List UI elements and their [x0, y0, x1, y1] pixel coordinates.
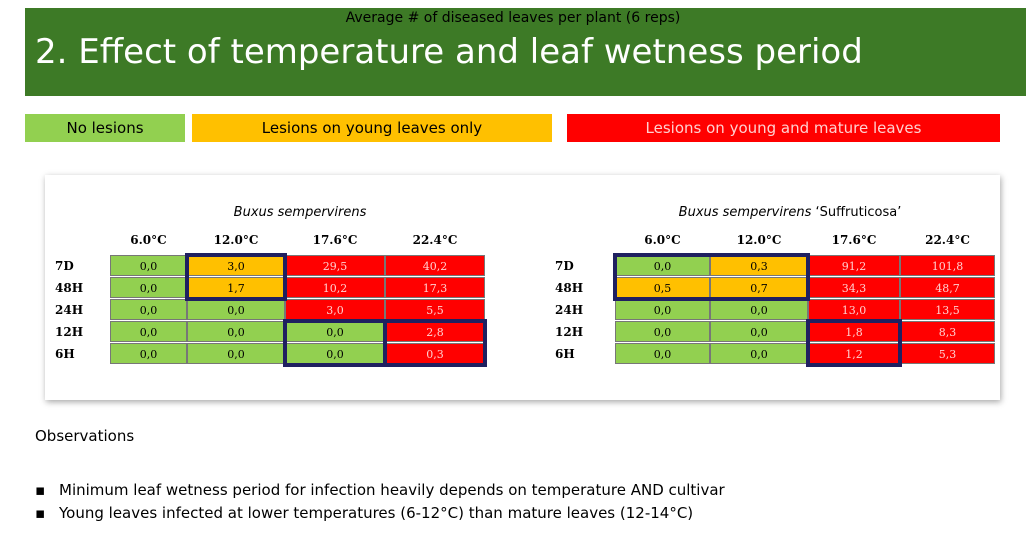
title: 2. Effect of temperature and leaf wetnes… [25, 8, 1026, 96]
table-cell: 17,3 [385, 277, 485, 298]
table-cell: 101,8 [900, 255, 995, 276]
observation-text: Minimum leaf wetness period for infectio… [59, 481, 725, 499]
column-header: 6.0°C [130, 233, 167, 247]
table-cell: 40,2 [385, 255, 485, 276]
table-cell: 0,0 [615, 343, 710, 364]
legend-item: Lesions on young and mature leaves [567, 114, 1000, 142]
table-cell: 0,0 [187, 343, 285, 364]
table-cell: 3,0 [285, 299, 385, 320]
observation-item: ▪ Young leaves infected at lower temperat… [35, 504, 693, 522]
table-cell: 0,0 [710, 321, 808, 342]
observation-text: Young leaves infected at lower temperatu… [59, 504, 694, 522]
table-cell: 5,3 [900, 343, 995, 364]
table-cell: 0,0 [110, 277, 187, 298]
row-label: 6H [555, 347, 575, 361]
highlight-box [185, 253, 287, 301]
column-header: 12.0°C [736, 233, 782, 247]
column-header: 17.6°C [831, 233, 877, 247]
caption: Average # of diseased leaves per plant (… [345, 10, 681, 26]
table-cell: 0,0 [110, 343, 187, 364]
column-header: 12.0°C [213, 233, 259, 247]
highlight-box [283, 319, 387, 367]
row-label: 12H [555, 325, 584, 339]
row-label: 12H [55, 325, 84, 339]
table-cell: 5,5 [385, 299, 485, 320]
bullet: ▪ [35, 481, 46, 499]
table-cell: 29,5 [285, 255, 385, 276]
table-cell: 48,7 [900, 277, 995, 298]
table-cell: 8,3 [900, 321, 995, 342]
subtitle-suffix: ‘Suffruticosa’ [811, 205, 902, 220]
legend-item: No lesions [25, 114, 185, 142]
highlight-box [613, 253, 810, 301]
legend-item: Lesions on young leaves only [192, 114, 552, 142]
highlight-box [383, 319, 487, 367]
column-header: 6.0°C [644, 233, 681, 247]
table-cell: 0,0 [187, 321, 285, 342]
table-cell: 34,3 [808, 277, 900, 298]
column-header: 22.4°C [412, 233, 458, 247]
table-cell: 0,0 [710, 299, 808, 320]
table-cell: 13,5 [900, 299, 995, 320]
table-cell: 13,0 [808, 299, 900, 320]
table-cell: 0,0 [615, 321, 710, 342]
table-cell: 0,0 [110, 299, 187, 320]
row-label: 7D [555, 259, 574, 273]
table-cell: 10,2 [285, 277, 385, 298]
table-cell: 0,0 [187, 299, 285, 320]
subtitle: Buxus sempervirens [233, 205, 367, 220]
table-cell: 0,0 [710, 343, 808, 364]
subtitle-text: Buxus sempervirens [678, 205, 812, 220]
highlight-box [806, 319, 902, 367]
column-header: 17.6°C [312, 233, 358, 247]
observation-item: ▪ Minimum leaf wetness period for infecti… [35, 481, 725, 499]
row-label: 24H [555, 303, 584, 317]
row-label: 48H [55, 281, 84, 295]
table-cell: 0,0 [615, 299, 710, 320]
bullet: ▪ [35, 504, 46, 522]
row-label: 48H [555, 281, 584, 295]
row-label: 6H [55, 347, 75, 361]
column-header: 22.4°C [925, 233, 970, 247]
observations-heading: Observations [35, 427, 135, 445]
row-label: 7D [55, 259, 74, 273]
table-cell: 0,0 [110, 321, 187, 342]
table-cell: 91,2 [808, 255, 900, 276]
row-label: 24H [55, 303, 84, 317]
subtitle: Buxus sempervirens ‘Suffruticosa’ [630, 205, 950, 220]
table-cell: 0,0 [110, 255, 187, 276]
